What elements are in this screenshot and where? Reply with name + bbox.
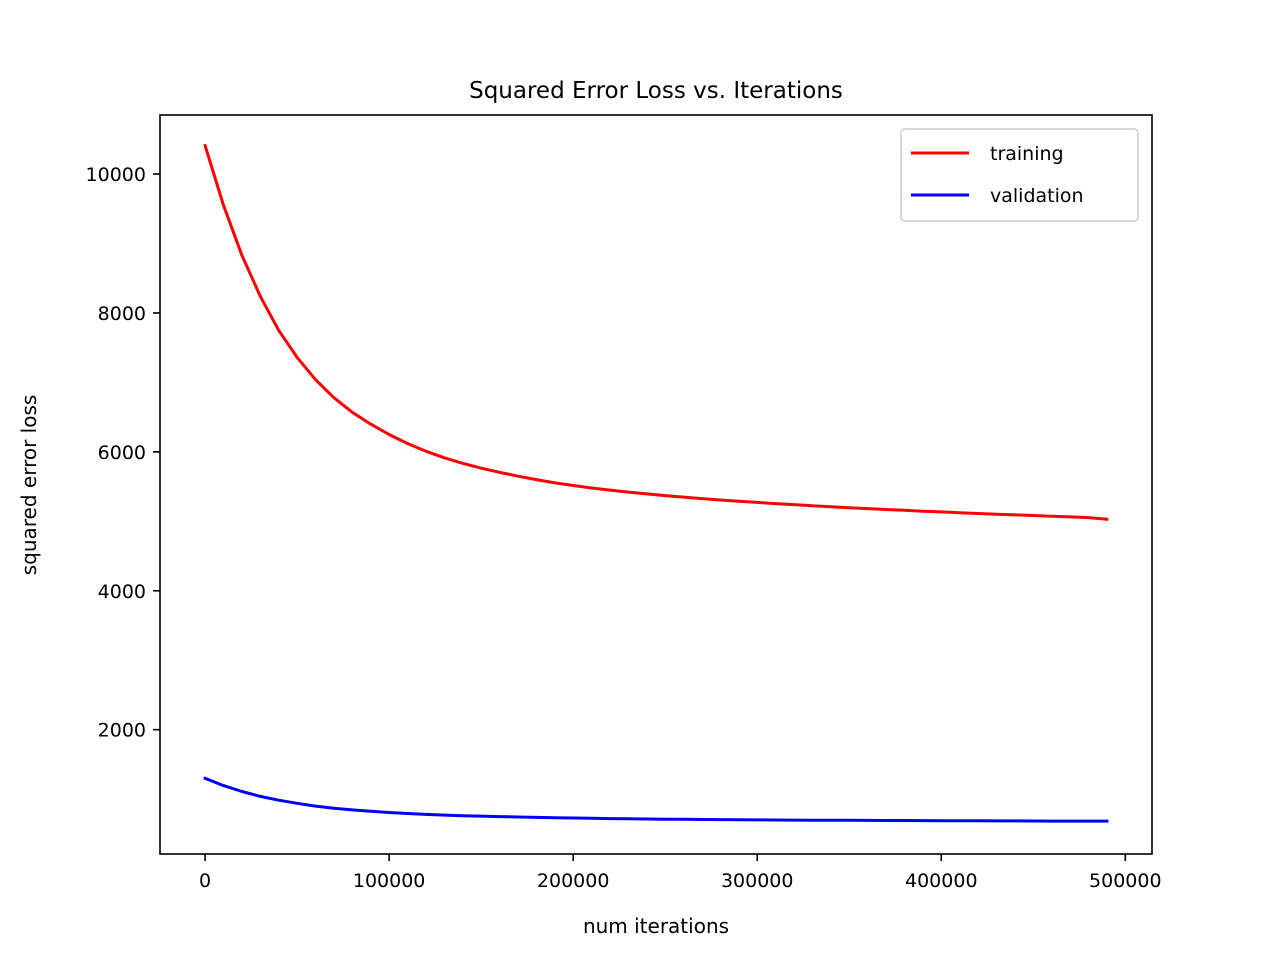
legend-label-validation: validation: [990, 185, 1084, 207]
y-tick-label: 2000: [98, 720, 146, 742]
legend-label-training: training: [990, 143, 1064, 165]
series-line-validation: [203, 776, 1109, 823]
legend: training validation: [900, 128, 1139, 222]
x-tick-label: 200000: [537, 870, 610, 892]
plot-frame: [159, 114, 1153, 855]
y-tick-label: 4000: [98, 581, 146, 603]
x-tick-label: 500000: [1089, 870, 1162, 892]
x-tick-label: 300000: [721, 870, 794, 892]
x-tick-label: 100000: [353, 870, 426, 892]
chart-title: Squared Error Loss vs. Iterations: [469, 78, 843, 104]
y-tick-label: 6000: [98, 442, 146, 464]
y-tick-label: 8000: [98, 303, 146, 325]
plot-area: [203, 143, 1109, 823]
x-tick-label: 400000: [905, 870, 978, 892]
series-line-training: [203, 143, 1109, 521]
y-axis-label: squared error loss: [17, 395, 41, 576]
x-axis-label: num iterations: [583, 914, 729, 938]
x-tick-label: 0: [199, 870, 211, 892]
y-axis: 2000 4000 6000 8000 10000: [86, 164, 160, 742]
y-tick-label: 10000: [86, 164, 146, 186]
x-axis: 0 100000 200000 300000 400000 500000: [199, 854, 1162, 892]
